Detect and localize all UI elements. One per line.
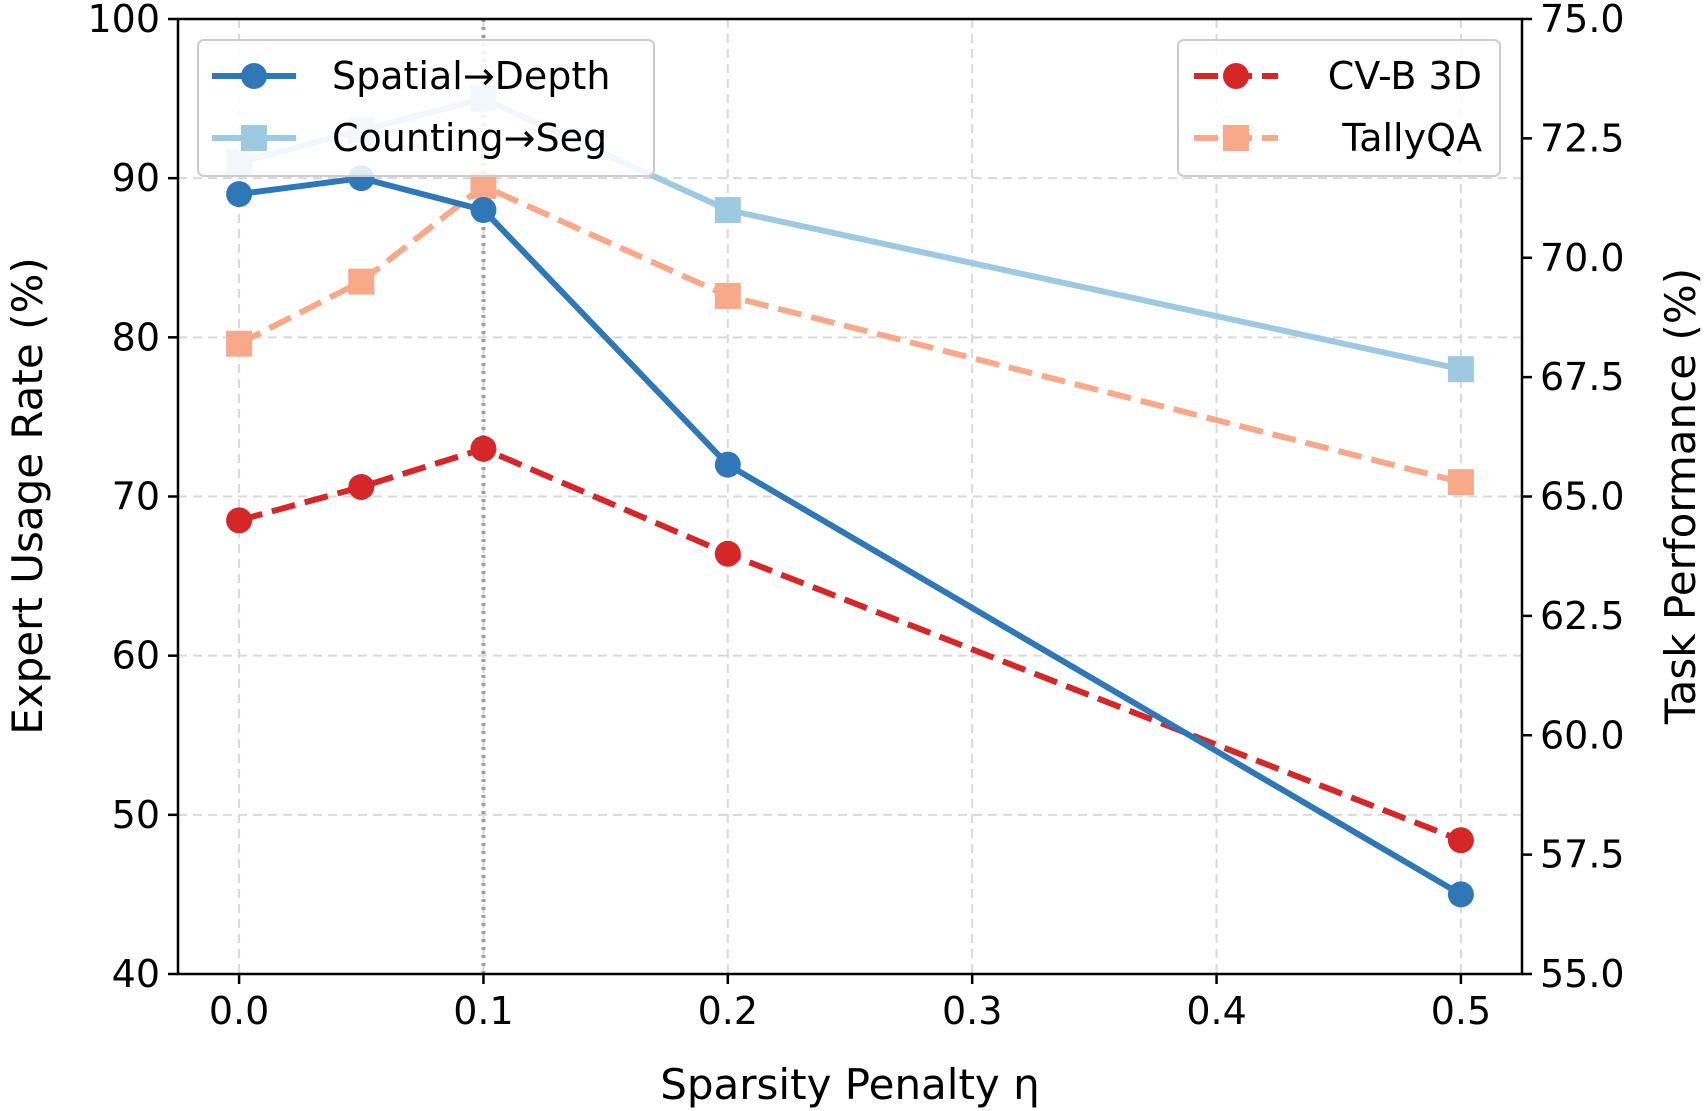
legend-swatch-marker bbox=[1223, 63, 1249, 89]
data-point bbox=[714, 451, 741, 478]
series-cv-b-3d bbox=[226, 435, 1474, 854]
legend-label: Counting→Seg bbox=[332, 116, 607, 160]
data-point bbox=[226, 330, 253, 357]
ticks-layer: 0.0 0.1 0.2 0.3 0.4 0.5 40 50 60 70 80 90 100 55.0 57.… bbox=[87, 0, 1624, 1033]
data-point bbox=[226, 181, 253, 208]
data-point bbox=[1447, 469, 1474, 496]
data-point bbox=[470, 197, 497, 223]
legend-left-box bbox=[197, 39, 655, 177]
y-right-tick-label: 57.5 bbox=[1540, 833, 1625, 877]
series-tallyqa bbox=[226, 173, 1474, 496]
y-axis-right-title: Task Performance (%) bbox=[1656, 268, 1705, 725]
series-layer bbox=[226, 85, 1474, 908]
data-point bbox=[714, 282, 741, 309]
series-line bbox=[237, 183, 1462, 486]
y-left-tick-label: 70 bbox=[112, 475, 160, 519]
data-point bbox=[714, 197, 741, 223]
legend-swatch-marker bbox=[241, 63, 267, 89]
y-left-tick-label: 40 bbox=[112, 952, 160, 996]
y-right-tick-label: 75.0 bbox=[1540, 0, 1625, 41]
legend-right: CV-B 3D TallyQA bbox=[1177, 39, 1501, 177]
data-point bbox=[1447, 827, 1474, 854]
legend-label: CV-B 3D bbox=[1328, 54, 1482, 98]
y-left-tick-label: 80 bbox=[112, 315, 160, 359]
y-right-tick-label: 70.0 bbox=[1540, 236, 1625, 280]
legend-label: Spatial→Depth bbox=[332, 54, 610, 98]
y-left-tick-label: 60 bbox=[112, 634, 160, 678]
data-point bbox=[714, 540, 741, 567]
y-right-tick-label: 62.5 bbox=[1540, 594, 1625, 638]
y-right-tick-label: 72.5 bbox=[1540, 116, 1625, 160]
y-right-tick-label: 65.0 bbox=[1540, 475, 1625, 519]
legend-right-box bbox=[1177, 39, 1501, 177]
x-axis-title: Sparsity Penalty η bbox=[660, 1060, 1040, 1109]
data-point bbox=[1447, 356, 1474, 383]
y-right-tick-label: 67.5 bbox=[1540, 355, 1625, 399]
x-tick-label: 0.5 bbox=[1431, 989, 1491, 1033]
grid-layer bbox=[178, 18, 1522, 975]
data-point bbox=[348, 268, 375, 295]
data-point bbox=[348, 473, 375, 500]
data-point bbox=[470, 435, 497, 462]
x-tick-label: 0.3 bbox=[942, 989, 1002, 1033]
legend-swatch-marker bbox=[1223, 125, 1249, 151]
data-point bbox=[470, 173, 497, 200]
x-tick-label: 0.0 bbox=[209, 989, 269, 1033]
x-tick-label: 0.2 bbox=[698, 989, 758, 1033]
y-left-tick-label: 100 bbox=[87, 0, 160, 41]
legend-left: Spatial→Depth Counting→Seg bbox=[197, 39, 655, 177]
series-line bbox=[238, 175, 1463, 898]
y-right-tick-label: 60.0 bbox=[1540, 713, 1625, 757]
y-left-tick-label: 50 bbox=[112, 793, 160, 837]
y-left-tick-label: 90 bbox=[112, 156, 160, 200]
data-point bbox=[226, 507, 253, 534]
data-point bbox=[1447, 881, 1474, 908]
legend-swatch-marker bbox=[241, 125, 267, 151]
series-spatial-depth bbox=[226, 165, 1474, 908]
x-tick-label: 0.4 bbox=[1186, 989, 1246, 1033]
y-right-tick-label: 55.0 bbox=[1540, 952, 1625, 996]
series-line bbox=[238, 445, 1463, 844]
y-axis-left-title: Expert Usage Rate (%) bbox=[3, 257, 52, 735]
legend-label: TallyQA bbox=[1341, 116, 1482, 160]
x-tick-label: 0.1 bbox=[453, 989, 513, 1033]
